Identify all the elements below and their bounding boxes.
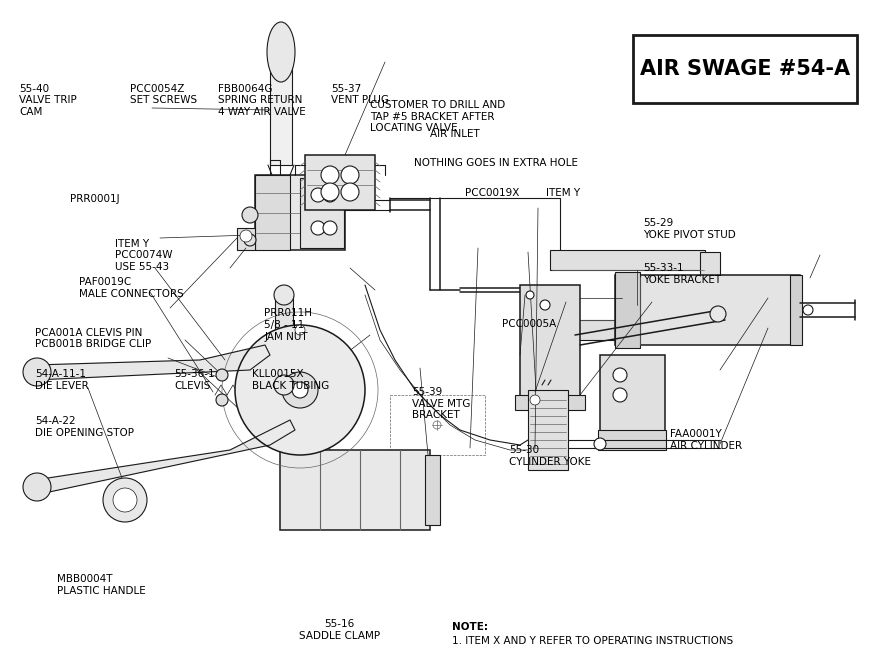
Bar (515, 395, 585, 410)
Circle shape (540, 300, 550, 310)
Text: PRR011H
5/8 - 11
JAM NUT: PRR011H 5/8 - 11 JAM NUT (264, 308, 312, 341)
Text: 55-16
SADDLE CLAMP: 55-16 SADDLE CLAMP (299, 619, 380, 640)
Bar (300, 178, 344, 248)
Circle shape (311, 188, 325, 202)
Bar (615, 272, 640, 348)
Circle shape (526, 291, 534, 299)
Circle shape (323, 221, 337, 235)
Circle shape (235, 325, 365, 455)
Text: MBB0004T
PLASTIC HANDLE: MBB0004T PLASTIC HANDLE (57, 574, 146, 595)
Bar (237, 228, 255, 250)
Bar (633, 35, 857, 103)
Circle shape (341, 166, 359, 184)
Circle shape (613, 388, 627, 402)
Bar (390, 395, 485, 455)
Bar (615, 275, 800, 345)
Text: PRR0001J: PRR0001J (70, 194, 120, 204)
Text: PCC0054Z
SET SCREWS: PCC0054Z SET SCREWS (130, 84, 197, 105)
Bar (275, 295, 293, 385)
Text: PCC0005A: PCC0005A (502, 319, 557, 329)
Circle shape (341, 183, 359, 201)
Text: 55-37
VENT PLUG: 55-37 VENT PLUG (331, 84, 389, 105)
Circle shape (292, 382, 308, 398)
Text: KLL0015X
BLACK TUBING: KLL0015X BLACK TUBING (252, 369, 329, 390)
Circle shape (803, 305, 813, 315)
Circle shape (113, 488, 137, 512)
Text: 55-29
YOKE PIVOT STUD: 55-29 YOKE PIVOT STUD (643, 218, 736, 239)
Text: FAA0001Y
AIR CYLINDER: FAA0001Y AIR CYLINDER (670, 429, 742, 450)
Circle shape (594, 438, 606, 450)
Text: 55-40
VALVE TRIP
CAM: 55-40 VALVE TRIP CAM (19, 84, 78, 117)
Circle shape (23, 358, 51, 386)
Polygon shape (35, 420, 295, 495)
Bar (528, 390, 568, 470)
Text: NOTHING GOES IN EXTRA HOLE: NOTHING GOES IN EXTRA HOLE (414, 158, 578, 168)
Text: NOTE:: NOTE: (452, 622, 488, 633)
Text: PCC0019X: PCC0019X (465, 188, 520, 199)
Circle shape (321, 183, 339, 201)
Text: ITEM Y
PCC0074W
USE 55-43: ITEM Y PCC0074W USE 55-43 (115, 239, 172, 272)
Text: ITEM Y: ITEM Y (546, 188, 581, 199)
Bar (600, 355, 665, 445)
Bar (280, 450, 430, 530)
Circle shape (295, 325, 305, 335)
Text: AIR SWAGE #54-A: AIR SWAGE #54-A (640, 59, 850, 79)
Text: 55-36-1
CLEVIS: 55-36-1 CLEVIS (174, 369, 215, 390)
Text: 55-33-1
YOKE BRACKET: 55-33-1 YOKE BRACKET (643, 263, 722, 284)
Circle shape (23, 473, 51, 501)
Text: PAF0019C
MALE CONNECTORS: PAF0019C MALE CONNECTORS (79, 277, 184, 299)
Text: 54-A-11-1
DIE LEVER: 54-A-11-1 DIE LEVER (35, 369, 89, 390)
Circle shape (103, 478, 147, 522)
Circle shape (311, 221, 325, 235)
Text: AIR INLET: AIR INLET (430, 129, 479, 139)
Circle shape (710, 306, 726, 322)
Circle shape (274, 375, 294, 395)
Bar (550, 250, 705, 270)
Bar (550, 320, 705, 340)
Circle shape (216, 369, 228, 381)
Bar (700, 252, 720, 342)
Circle shape (613, 368, 627, 382)
Text: PCA001A CLEVIS PIN
PCB001B BRIDGE CLIP: PCA001A CLEVIS PIN PCB001B BRIDGE CLIP (35, 328, 152, 349)
Bar (790, 275, 802, 345)
Bar (270, 55, 292, 165)
Bar (598, 430, 666, 450)
Circle shape (274, 285, 294, 305)
Text: 55-39
VALVE MTG
BRACKET: 55-39 VALVE MTG BRACKET (412, 387, 470, 420)
Text: FBB0064G
SPRING RETURN
4 WAY AIR VALVE: FBB0064G SPRING RETURN 4 WAY AIR VALVE (218, 84, 307, 117)
Polygon shape (35, 345, 270, 380)
Circle shape (216, 394, 228, 406)
Circle shape (240, 230, 252, 242)
Bar (520, 285, 580, 405)
Bar (305, 155, 375, 210)
Text: 1. ITEM X AND Y REFER TO OPERATING INSTRUCTIONS: 1. ITEM X AND Y REFER TO OPERATING INSTR… (452, 637, 733, 645)
Circle shape (242, 207, 258, 223)
Circle shape (323, 188, 337, 202)
Ellipse shape (267, 22, 295, 82)
Bar (425, 455, 440, 525)
Circle shape (282, 372, 318, 408)
Circle shape (321, 166, 339, 184)
Circle shape (530, 395, 540, 405)
Circle shape (244, 234, 256, 246)
Text: 55-30
CYLINDER YOKE: 55-30 CYLINDER YOKE (509, 445, 591, 466)
Bar (255, 175, 345, 250)
Text: 54-A-22
DIE OPENING STOP: 54-A-22 DIE OPENING STOP (35, 416, 134, 437)
Text: CUSTOMER TO DRILL AND
TAP #5 BRACKET AFTER
LOCATING VALVE: CUSTOMER TO DRILL AND TAP #5 BRACKET AFT… (370, 100, 506, 133)
Bar (255, 175, 290, 250)
